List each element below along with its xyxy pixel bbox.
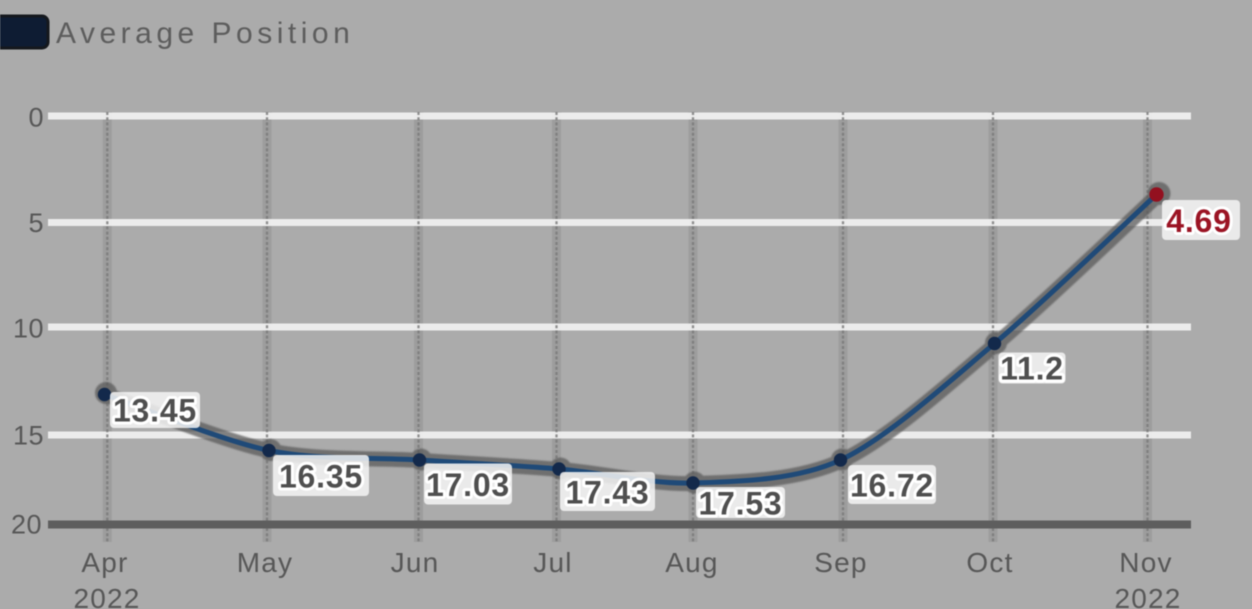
svg-text:Apr: Apr (81, 547, 128, 578)
svg-text:16.35: 16.35 (279, 459, 363, 495)
svg-text:May: May (237, 547, 294, 578)
svg-text:Average Position: Average Position (56, 17, 354, 50)
svg-text:Nov: Nov (1119, 547, 1172, 578)
svg-text:20: 20 (11, 510, 42, 540)
svg-text:Jul: Jul (533, 547, 572, 578)
svg-text:17.43: 17.43 (565, 475, 649, 511)
svg-text:11.2: 11.2 (1000, 351, 1064, 387)
svg-text:10: 10 (13, 314, 44, 344)
svg-text:Oct: Oct (966, 547, 1013, 578)
svg-text:17.03: 17.03 (426, 467, 510, 503)
svg-text:13.45: 13.45 (113, 393, 197, 429)
svg-text:5: 5 (28, 208, 44, 238)
svg-text:Sep: Sep (814, 547, 867, 578)
svg-text:Jun: Jun (391, 547, 440, 578)
svg-text:2022: 2022 (1114, 583, 1181, 609)
svg-text:2022: 2022 (73, 583, 140, 609)
svg-text:16.72: 16.72 (850, 468, 934, 504)
svg-text:Aug: Aug (665, 547, 718, 578)
svg-text:17.53: 17.53 (698, 486, 782, 522)
svg-text:4.69: 4.69 (1166, 203, 1231, 239)
svg-text:15: 15 (13, 421, 44, 451)
svg-text:0: 0 (28, 103, 44, 133)
